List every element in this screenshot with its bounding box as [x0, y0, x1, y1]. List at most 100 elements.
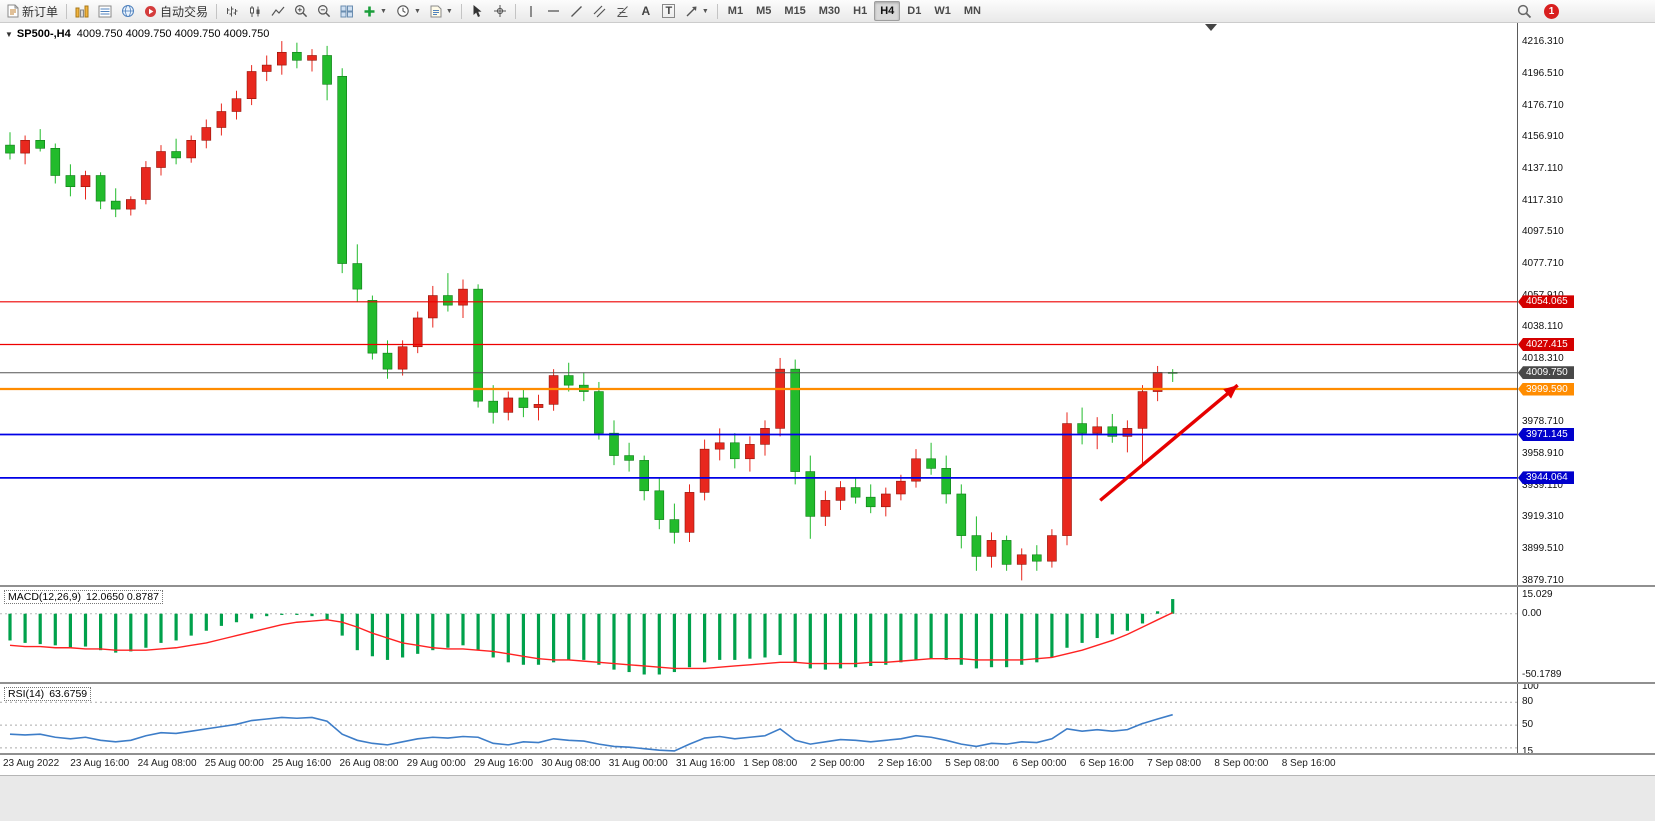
- autotrading-icon: [144, 5, 157, 18]
- rsi-scale-label: 80: [1522, 696, 1534, 708]
- trendline-button[interactable]: [566, 1, 588, 21]
- label-tool-button[interactable]: T: [658, 1, 680, 21]
- periods-clock-icon: [396, 4, 410, 18]
- time-axis-label: 31 Aug 00:00: [608, 758, 668, 769]
- price-tag-4054.065: 4054.065: [1518, 295, 1574, 309]
- time-axis-label: 25 Aug 00:00: [204, 758, 264, 769]
- dropdown-caret-icon: ▼: [701, 7, 709, 15]
- timeframe-m5[interactable]: M5: [756, 5, 772, 17]
- shapes-button[interactable]: ▼: [681, 1, 713, 21]
- macd-pane[interactable]: [0, 587, 1517, 683]
- timeframe-m30[interactable]: M30: [818, 5, 841, 17]
- macd-signal-line: [9, 612, 1173, 670]
- timeframe-h1[interactable]: H1: [853, 5, 868, 17]
- price-tag-4009.750: 4009.750: [1518, 366, 1574, 380]
- price-scale-label: 4196.510: [1522, 67, 1564, 79]
- ohlc-values: 4009.750 4009.750 4009.750 4009.750: [76, 28, 270, 40]
- price-scale-label: 3899.510: [1522, 543, 1564, 555]
- price-tag-3971.145: 3971.145: [1518, 428, 1574, 442]
- time-axis-label: 31 Aug 16:00: [676, 758, 735, 769]
- rsi-pane[interactable]: [0, 684, 1517, 754]
- text-tool-button[interactable]: A: [635, 1, 657, 21]
- search-button[interactable]: [1513, 2, 1536, 22]
- price-scale-label: 4176.710: [1522, 99, 1564, 111]
- trend-arrow[interactable]: [1099, 383, 1239, 502]
- price-tag-3999.590: 3999.590: [1518, 382, 1574, 396]
- horizontal-line-button[interactable]: [543, 1, 565, 21]
- price-chart-pane[interactable]: [0, 23, 1517, 586]
- zoom-in-button[interactable]: [290, 1, 312, 21]
- trend-arrow-head[interactable]: [1223, 385, 1238, 399]
- candlestick-chart-icon: [248, 5, 262, 18]
- time-axis-label: 8 Sep 00:00: [1214, 758, 1269, 769]
- time-axis-label: 24 Aug 08:00: [137, 758, 197, 769]
- market-watch-button[interactable]: [71, 1, 93, 21]
- macd-name: MACD(12,26,9): [8, 591, 81, 603]
- fibonacci-button[interactable]: [612, 1, 634, 21]
- pane-splitter[interactable]: [0, 585, 1655, 587]
- time-axis-label: 29 Aug 16:00: [474, 758, 534, 769]
- new-order-button[interactable]: 新订单: [3, 1, 62, 21]
- price-scale-label: 4137.110: [1522, 162, 1563, 174]
- timeframe-h4[interactable]: H4: [874, 1, 901, 21]
- toolbar-separator: [216, 3, 218, 19]
- dropdown-caret-icon: ▼: [445, 7, 453, 15]
- time-axis[interactable]: 23 Aug 2022 23 Aug 16:00 24 Aug 08:00 25 Au…: [0, 755, 1655, 775]
- indicators-button[interactable]: ▼: [359, 1, 391, 21]
- zoom-out-icon: [317, 4, 331, 18]
- channel-button[interactable]: [589, 1, 611, 21]
- data-window-button[interactable]: [94, 1, 116, 21]
- zoom-in-icon: [294, 4, 308, 18]
- timeframe-d1[interactable]: D1: [907, 5, 922, 17]
- price-scale-label: 4018.310: [1522, 353, 1564, 365]
- zoom-out-button[interactable]: [313, 1, 335, 21]
- dropdown-caret-icon: ▼: [380, 7, 387, 15]
- macd-scale-label: 0.00: [1522, 607, 1542, 619]
- time-axis-label: 6 Sep 00:00: [1012, 758, 1067, 769]
- periods-button[interactable]: ▼: [392, 1, 425, 21]
- price-tag-3944.064: 3944.064: [1518, 471, 1574, 485]
- vertical-line-icon: [525, 5, 537, 18]
- navigator-button[interactable]: [117, 1, 139, 21]
- time-axis-label: 5 Sep 08:00: [945, 758, 1000, 769]
- timeframe-mn[interactable]: MN: [963, 5, 981, 17]
- vertical-line-button[interactable]: [520, 1, 542, 21]
- fibonacci-icon: [616, 5, 629, 18]
- symbol-period-label: SP500-,H4: [16, 28, 71, 40]
- macd-scale-label: -50.1789: [1522, 668, 1562, 680]
- price-scale-label: 3939.110: [1522, 479, 1563, 491]
- tile-windows-icon: [340, 5, 354, 18]
- pane-splitter[interactable]: [0, 682, 1655, 684]
- time-axis-label: 7 Sep 08:00: [1147, 758, 1202, 769]
- time-axis-label: 23 Aug 16:00: [70, 758, 130, 769]
- one-click-trading-toggle[interactable]: ▼: [5, 30, 13, 39]
- crosshair-button[interactable]: [489, 1, 511, 21]
- tile-windows-button[interactable]: [336, 1, 358, 21]
- cursor-icon: [470, 4, 483, 18]
- time-axis-label: 25 Aug 16:00: [272, 758, 332, 769]
- notification-badge[interactable]: 1: [1544, 4, 1559, 19]
- chart-shift-marker-icon[interactable]: [1205, 24, 1217, 31]
- timeframe-w1[interactable]: W1: [934, 5, 951, 17]
- macd-indicator-label: MACD(12,26,9) 12.0650 0.8787: [4, 590, 163, 604]
- price-scale-label: 4057.910: [1522, 289, 1564, 301]
- timeframe-m15[interactable]: M15: [784, 5, 806, 17]
- price-scale-label: 3919.310: [1522, 511, 1564, 523]
- candlestick-chart-button[interactable]: [244, 1, 266, 21]
- trendline-icon: [570, 5, 583, 18]
- shapes-arrow-icon: [685, 5, 698, 18]
- price-scale-label: 3978.710: [1522, 416, 1564, 428]
- label-tool-icon: T: [662, 4, 676, 18]
- pane-splitter[interactable]: [0, 753, 1655, 755]
- time-axis-label: 29 Aug 00:00: [406, 758, 466, 769]
- timeframe-m1[interactable]: M1: [727, 5, 744, 17]
- autotrading-button[interactable]: 自动交易: [140, 1, 212, 21]
- window-bottom-area: [0, 775, 1655, 821]
- cursor-button[interactable]: [466, 1, 488, 21]
- templates-button[interactable]: ▼: [426, 1, 457, 21]
- rsi-scale-label: 100: [1522, 681, 1539, 693]
- line-chart-button[interactable]: [267, 1, 289, 21]
- rsi-scale-label: 50: [1522, 719, 1534, 731]
- bar-chart-button[interactable]: [221, 1, 243, 21]
